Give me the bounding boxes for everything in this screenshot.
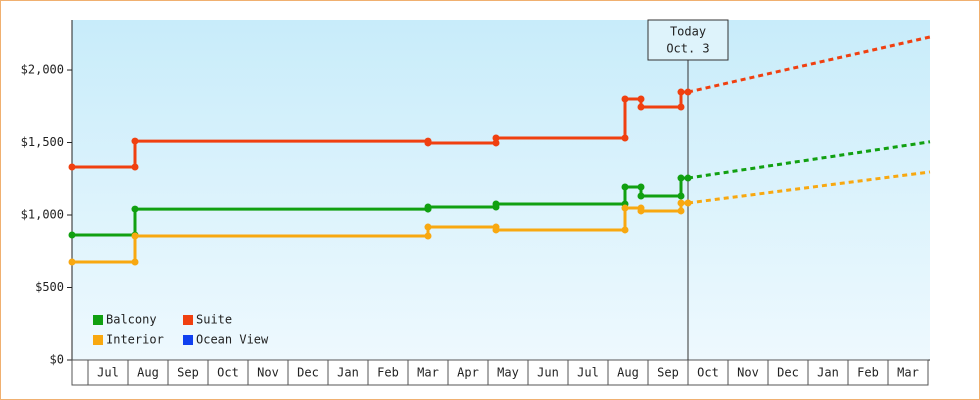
point (677, 199, 685, 207)
series-line (72, 201, 688, 264)
point (621, 183, 629, 191)
point (68, 231, 76, 239)
x-cell (87, 359, 129, 386)
projection-line (687, 140, 931, 180)
point (621, 204, 629, 212)
x-cell (207, 359, 249, 386)
x-tick-label: Oct (217, 366, 239, 380)
point (131, 137, 139, 145)
x-tick-label: Dec (777, 366, 799, 380)
x-cell (727, 359, 769, 386)
point (68, 258, 76, 266)
x-cell (567, 359, 609, 386)
series-line (72, 90, 688, 169)
x-cell (767, 359, 809, 386)
x-tick-label: Feb (857, 366, 879, 380)
legend-label: Balcony (106, 313, 157, 327)
x-cell (447, 359, 489, 386)
x-cell (807, 359, 849, 386)
x-cell (847, 359, 889, 386)
x-tick-label: Oct (697, 366, 719, 380)
x-tick-label: Mar (897, 366, 919, 380)
point (684, 174, 692, 182)
legend-swatch (93, 335, 103, 345)
point (621, 134, 629, 142)
x-tick-label: Aug (617, 366, 639, 380)
legend-swatch (183, 315, 193, 325)
point (424, 232, 432, 240)
today-label: Today (670, 25, 706, 39)
legend-swatch (183, 335, 193, 345)
x-cell (687, 359, 729, 386)
point (131, 258, 139, 266)
x-tick-label: Nov (737, 366, 759, 380)
point (68, 163, 76, 171)
point (677, 192, 685, 200)
series-line (72, 176, 688, 237)
y-tick-label: $1,500 (21, 135, 64, 149)
x-tick-label: Sep (177, 366, 199, 380)
x-cell (287, 359, 329, 386)
x-tick-label: Jan (337, 366, 359, 380)
today-box (647, 19, 729, 61)
plot-area (72, 20, 930, 360)
point (637, 207, 645, 215)
x-tick-label: Feb (377, 366, 399, 380)
x-tick-label: Sep (657, 366, 679, 380)
x-tick-label: May (497, 366, 519, 380)
point (637, 103, 645, 111)
point (677, 174, 685, 182)
legend-label: Ocean View (196, 333, 269, 347)
x-tick-label: Dec (297, 366, 319, 380)
x-cell (247, 359, 289, 386)
legend-swatch (93, 315, 103, 325)
point (637, 183, 645, 191)
point (684, 88, 692, 96)
point (131, 163, 139, 171)
x-cell (607, 359, 649, 386)
point (677, 88, 685, 96)
x-tick-label: Jan (817, 366, 839, 380)
point (424, 139, 432, 147)
point (492, 134, 500, 142)
x-tick-label: Jul (97, 366, 119, 380)
point (424, 203, 432, 211)
x-tick-label: Jun (537, 366, 559, 380)
point (637, 95, 645, 103)
x-cell (167, 359, 209, 386)
x-tick-label: Nov (257, 366, 279, 380)
point (677, 103, 685, 111)
x-cell (887, 359, 929, 386)
point (684, 199, 692, 207)
x-tick-label: Mar (417, 366, 439, 380)
point (621, 95, 629, 103)
x-cell (407, 359, 449, 386)
point (131, 205, 139, 213)
x-cell (367, 359, 409, 386)
legend-label: Suite (196, 313, 232, 327)
y-tick-label: $500 (35, 280, 64, 294)
point (131, 232, 139, 240)
x-tick-label: Aug (137, 366, 159, 380)
x-tick-label: Apr (457, 366, 479, 380)
point (492, 139, 500, 147)
y-tick-label: $2,000 (21, 63, 64, 77)
x-tick-label: Jul (577, 366, 599, 380)
projection-line (687, 170, 931, 205)
x-cell (127, 359, 169, 386)
point (637, 192, 645, 200)
y-tick-label: $0 (50, 353, 64, 367)
point (424, 223, 432, 231)
today-date: Oct. 3 (666, 42, 709, 56)
point (492, 226, 500, 234)
legend-label: Interior (106, 333, 164, 347)
point (492, 200, 500, 208)
x-cell (327, 359, 369, 386)
point (621, 226, 629, 234)
x-cell (647, 359, 689, 386)
point (677, 207, 685, 215)
y-tick-label: $1,000 (21, 208, 64, 222)
